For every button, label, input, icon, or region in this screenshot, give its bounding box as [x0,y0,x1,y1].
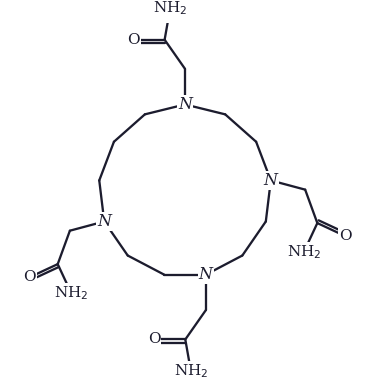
Text: N: N [264,172,278,189]
Text: O: O [339,229,352,243]
Text: NH$_2$: NH$_2$ [174,362,208,380]
Text: N: N [97,213,111,230]
Text: NH$_2$: NH$_2$ [286,243,321,261]
Text: O: O [148,332,160,347]
Text: O: O [127,33,140,47]
Text: NH$_2$: NH$_2$ [153,0,187,17]
Text: N: N [178,96,192,113]
Text: O: O [23,270,36,284]
Text: N: N [199,266,213,283]
Text: NH$_2$: NH$_2$ [54,284,89,302]
